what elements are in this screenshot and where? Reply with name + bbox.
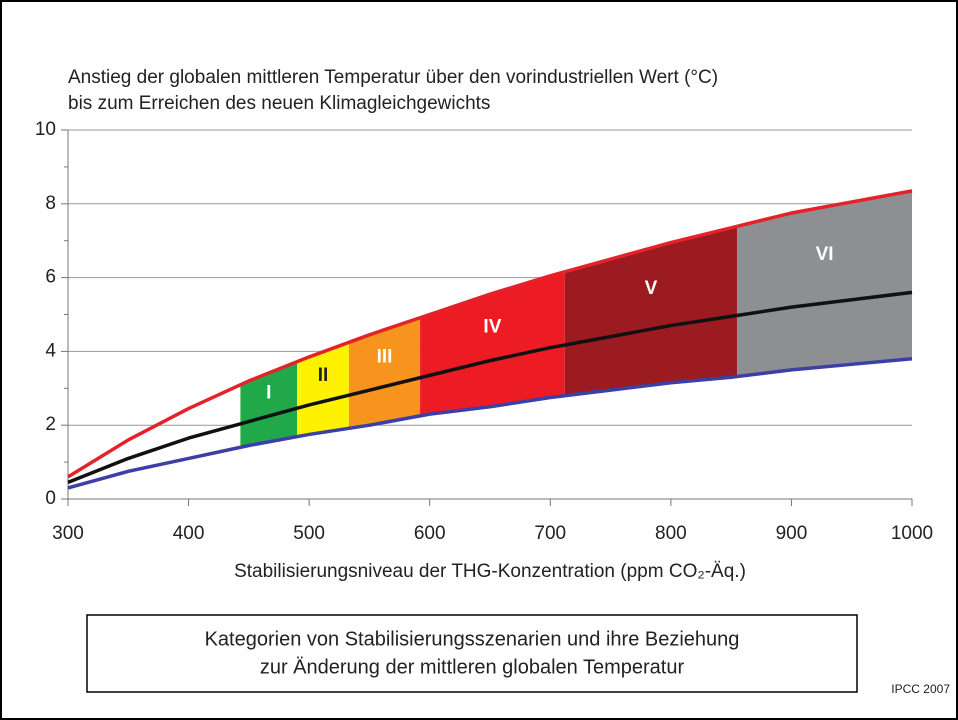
chart-title: Anstieg der globalen mittleren Temperatu… xyxy=(68,67,718,88)
x-tick-label: 400 xyxy=(173,523,205,544)
y-tick-label: 0 xyxy=(45,488,56,509)
band-label: I xyxy=(266,383,271,404)
line xyxy=(67,357,913,490)
x-tick-label: 800 xyxy=(655,523,687,544)
caption-box xyxy=(86,614,858,693)
category-band xyxy=(420,271,565,416)
band-label: III xyxy=(377,347,393,368)
x-tick-label: 700 xyxy=(534,523,566,544)
x-tick-label: 300 xyxy=(52,523,84,544)
y-tick-label: 10 xyxy=(35,119,56,140)
y-tick-label: 8 xyxy=(45,193,56,214)
band-label: V xyxy=(645,278,658,299)
caption: zur Änderung der mittleren globalen Temp… xyxy=(260,656,685,678)
x-tick-label: 900 xyxy=(776,523,808,544)
line xyxy=(67,290,913,485)
band-label: II xyxy=(318,365,329,386)
band-label: VI xyxy=(816,244,834,265)
category-band xyxy=(297,342,349,437)
x-tick-label: 500 xyxy=(293,523,325,544)
line xyxy=(67,189,913,479)
x-axis-label: Stabilisierungsniveau der THG-Konzentrat… xyxy=(234,561,746,582)
chart-title: bis zum Erreichen des neuen Klimagleichg… xyxy=(68,93,490,114)
source: IPCC 2007 xyxy=(891,682,950,696)
category-band xyxy=(564,226,738,396)
category-band xyxy=(737,190,912,377)
caption: Kategorien von Stabilisierungsszenarien … xyxy=(205,628,740,650)
category-band xyxy=(348,317,421,429)
y-tick-label: 6 xyxy=(45,267,56,288)
y-tick-label: 2 xyxy=(45,414,56,435)
x-tick-label: 1000 xyxy=(891,523,933,544)
x-tick-label: 600 xyxy=(414,523,446,544)
y-tick-label: 4 xyxy=(45,340,56,361)
band-label: IV xyxy=(483,316,501,337)
category-band xyxy=(240,361,298,448)
